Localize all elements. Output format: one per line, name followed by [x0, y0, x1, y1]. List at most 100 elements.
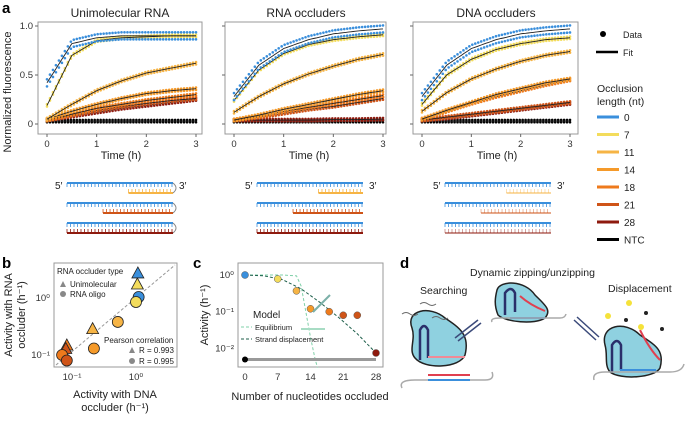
data-point — [375, 120, 379, 124]
data-point — [550, 120, 554, 124]
crRNA-hairpin-icon-2 — [503, 287, 517, 315]
data-point — [524, 107, 527, 111]
series-14 — [420, 76, 572, 122]
data-point — [54, 70, 58, 74]
data-point — [304, 119, 307, 123]
data-point — [179, 87, 183, 91]
data-point — [363, 119, 367, 122]
data-point — [562, 103, 566, 106]
data-point — [155, 118, 159, 122]
data-point — [568, 35, 572, 38]
data-point — [334, 35, 337, 39]
data-point — [144, 30, 147, 34]
data-point — [188, 38, 192, 41]
data-point — [286, 119, 289, 123]
data-point — [372, 349, 380, 357]
data-point — [342, 99, 346, 102]
data-point — [438, 120, 442, 124]
data-point — [432, 76, 436, 80]
data-point — [354, 26, 358, 29]
data-point — [75, 120, 79, 124]
data-point — [363, 25, 367, 29]
data-point — [176, 38, 180, 41]
data-point — [547, 25, 551, 29]
data-point — [471, 118, 474, 122]
data-point — [114, 31, 117, 35]
data-point — [144, 118, 147, 122]
data-point — [194, 38, 198, 41]
x-tick-label: 2 — [144, 139, 149, 150]
occluder-partial — [519, 295, 546, 312]
data-point — [556, 120, 560, 124]
data-point — [280, 119, 283, 123]
data-point — [375, 24, 379, 28]
data-point — [120, 118, 123, 122]
x-tick-label: 2 — [518, 139, 523, 150]
displaced-occluder — [639, 329, 661, 361]
data-point — [527, 120, 530, 124]
data-point — [188, 33, 192, 36]
data-point — [378, 34, 382, 38]
fit-line — [46, 35, 196, 106]
data-point — [268, 60, 272, 63]
legend-strand-displacement: Strand displacement — [255, 335, 324, 344]
data-point — [351, 119, 355, 123]
plot-frame — [37, 21, 203, 135]
data-point — [533, 120, 536, 124]
data-point — [152, 120, 156, 124]
data-point — [547, 79, 551, 83]
data-point — [453, 62, 456, 65]
data-point — [497, 118, 501, 122]
data-point — [568, 31, 572, 34]
data-point — [274, 49, 278, 52]
data-point — [48, 73, 52, 76]
data-point — [479, 118, 483, 122]
data-point — [559, 118, 563, 122]
legend-equilibrium: Equilibrium — [255, 323, 292, 332]
data-point — [521, 43, 524, 46]
data-point — [562, 35, 566, 39]
data-point — [476, 48, 480, 51]
data-point — [559, 52, 563, 56]
data-point — [497, 108, 501, 112]
data-point — [420, 98, 424, 102]
data-point — [247, 72, 251, 76]
y-tick-label: 0 — [28, 119, 33, 130]
data-point — [545, 33, 548, 36]
data-point — [298, 119, 301, 123]
data-point — [550, 32, 554, 36]
data-point — [432, 120, 436, 124]
data-point — [126, 38, 129, 41]
data-point — [310, 41, 313, 44]
data-point — [509, 31, 513, 34]
data-point — [562, 118, 566, 122]
data-point — [550, 39, 554, 42]
hairpin-loop — [172, 222, 177, 234]
data-point — [512, 120, 516, 124]
data-point — [342, 38, 346, 41]
data-point — [465, 118, 468, 122]
data-point — [108, 103, 111, 107]
data-point — [556, 38, 560, 42]
legend-title-b: RNA occluder type — [57, 267, 124, 276]
data-point — [167, 30, 171, 34]
fit-line — [46, 62, 197, 120]
data-point — [369, 119, 373, 122]
data-point — [301, 37, 304, 40]
data-point — [241, 80, 245, 84]
data-point — [51, 68, 55, 72]
correlation-circle: R = 0.995 — [139, 357, 174, 366]
data-point — [126, 30, 129, 34]
data-point — [75, 37, 79, 41]
data-point — [117, 120, 120, 124]
data-point — [509, 38, 513, 42]
data-point — [280, 52, 283, 55]
data-point — [102, 118, 105, 122]
data-point — [559, 120, 563, 124]
data-point — [185, 35, 189, 39]
occluder-diagram-2: 5′ 3′ — [433, 181, 565, 234]
data-point — [191, 38, 195, 41]
data-point — [283, 43, 286, 46]
fit-line — [233, 28, 384, 97]
data-point — [527, 28, 530, 31]
